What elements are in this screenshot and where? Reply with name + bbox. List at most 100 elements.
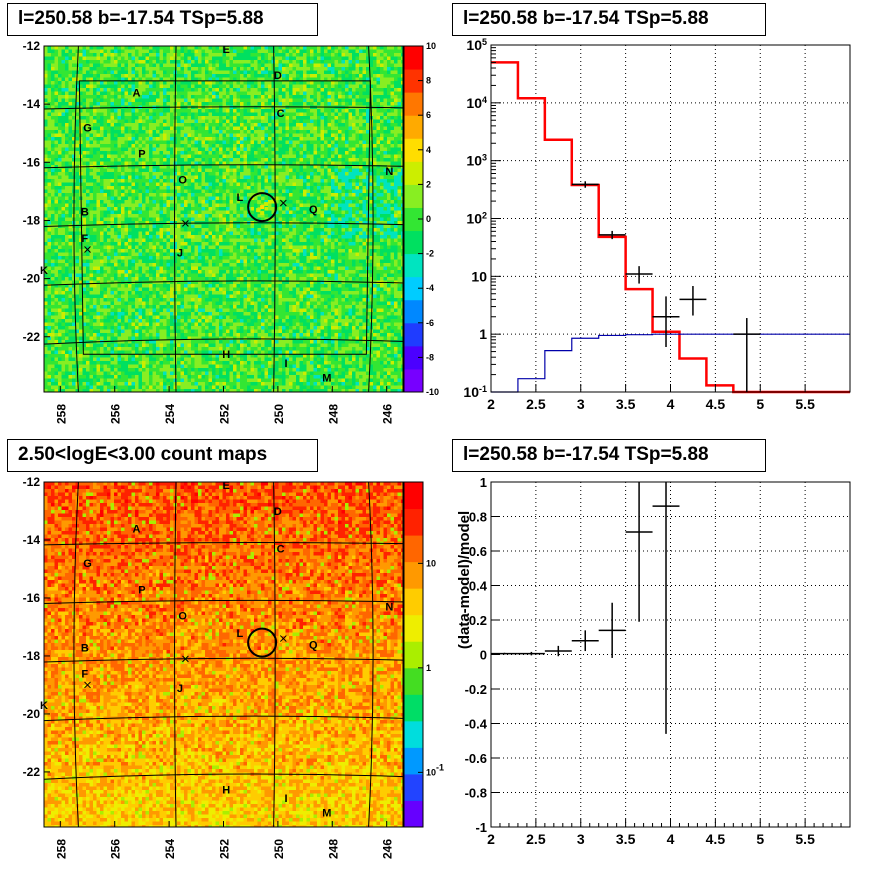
map-pixel <box>212 70 216 75</box>
map-pixel <box>352 112 356 117</box>
map-pixel <box>159 172 164 176</box>
map-pixel <box>121 81 125 85</box>
map-pixel <box>61 137 66 141</box>
map-pixel <box>296 147 300 152</box>
map-pixel <box>54 137 59 141</box>
map-pixel <box>103 186 108 190</box>
map-pixel <box>327 109 332 113</box>
map-pixel <box>226 193 230 197</box>
map-pixel <box>397 203 402 208</box>
map-pixel <box>254 88 258 92</box>
map-pixel <box>313 144 318 148</box>
map-pixel <box>352 109 356 113</box>
map-pixel <box>47 186 52 190</box>
map-pixel <box>397 140 402 145</box>
map-pixel <box>61 144 66 148</box>
map-pixel <box>75 186 80 190</box>
map-pixel <box>285 91 290 96</box>
map-pixel <box>320 137 325 141</box>
map-pixel <box>285 95 290 99</box>
map-pixel <box>401 56 403 61</box>
map-pixel <box>292 182 297 187</box>
map-pixel <box>219 186 223 190</box>
map-pixel <box>352 165 356 169</box>
map-pixel <box>222 67 227 71</box>
map-pixel <box>166 53 171 57</box>
map-pixel <box>243 46 248 50</box>
map-pixel <box>163 98 167 103</box>
map-pixel <box>233 210 237 215</box>
map-pixel <box>292 60 297 64</box>
map-pixel <box>317 147 321 152</box>
map-pixel <box>173 151 178 155</box>
map-pixel <box>296 105 300 110</box>
map-pixel <box>226 133 230 138</box>
map-pixel <box>86 133 90 138</box>
map-pixel <box>166 214 171 218</box>
map-pixel <box>383 116 388 120</box>
map-pixel <box>292 84 297 89</box>
map-pixel <box>82 63 87 68</box>
map-pixel <box>257 182 262 187</box>
map-pixel <box>324 84 328 89</box>
map-pixel <box>138 207 143 211</box>
map-pixel <box>355 200 360 204</box>
map-pixel <box>170 67 174 71</box>
map-pixel <box>240 154 244 159</box>
map-pixel <box>310 161 314 166</box>
map-pixel <box>285 49 290 54</box>
map-pixel <box>152 175 157 180</box>
map-pixel <box>268 175 272 180</box>
map-pixel <box>205 116 209 120</box>
map-pixel <box>58 147 62 152</box>
map-pixel <box>390 186 395 190</box>
map-pixel <box>313 84 318 89</box>
map-pixel <box>264 158 269 162</box>
map-pixel <box>331 137 335 141</box>
map-pixel <box>93 84 97 89</box>
map-pixel <box>236 84 241 89</box>
map-pixel <box>380 77 384 82</box>
map-pixel <box>170 102 174 106</box>
map-pixel <box>135 175 139 180</box>
map-pixel <box>75 95 80 99</box>
map-pixel <box>215 137 220 141</box>
map-pixel <box>401 158 403 162</box>
map-pixel <box>320 91 325 96</box>
map-pixel <box>275 200 279 204</box>
map-pixel <box>163 63 167 68</box>
map-pixel <box>142 158 146 162</box>
map-pixel <box>243 95 248 99</box>
map-pixel <box>110 102 115 106</box>
map-pixel <box>51 151 55 155</box>
map-pixel <box>373 130 377 134</box>
map-pixel <box>327 179 332 183</box>
map-pixel <box>362 116 367 120</box>
map-pixel <box>184 175 188 180</box>
map-pixel <box>163 130 167 134</box>
map-pixel <box>75 116 80 120</box>
map-pixel <box>149 193 153 197</box>
map-pixel <box>320 179 325 183</box>
map-pixel <box>299 46 304 50</box>
map-pixel <box>208 172 213 176</box>
map-pixel <box>142 193 146 197</box>
map-pixel <box>110 126 115 131</box>
map-pixel <box>362 130 367 134</box>
map-pixel <box>177 151 181 155</box>
map-pixel <box>86 175 90 180</box>
map-pixel <box>243 77 248 82</box>
map-pixel <box>271 133 276 138</box>
map-pixel <box>306 165 311 169</box>
map-pixel <box>201 130 206 134</box>
map-pixel <box>401 179 403 183</box>
map-pixel <box>152 137 157 141</box>
map-pixel <box>180 130 185 134</box>
map-pixel <box>317 49 321 54</box>
map-pixel <box>180 154 185 159</box>
map-pixel <box>296 161 300 166</box>
map-pixel <box>376 46 381 50</box>
map-pixel <box>236 200 241 204</box>
map-pixel <box>397 119 402 124</box>
map-pixel <box>187 186 192 190</box>
